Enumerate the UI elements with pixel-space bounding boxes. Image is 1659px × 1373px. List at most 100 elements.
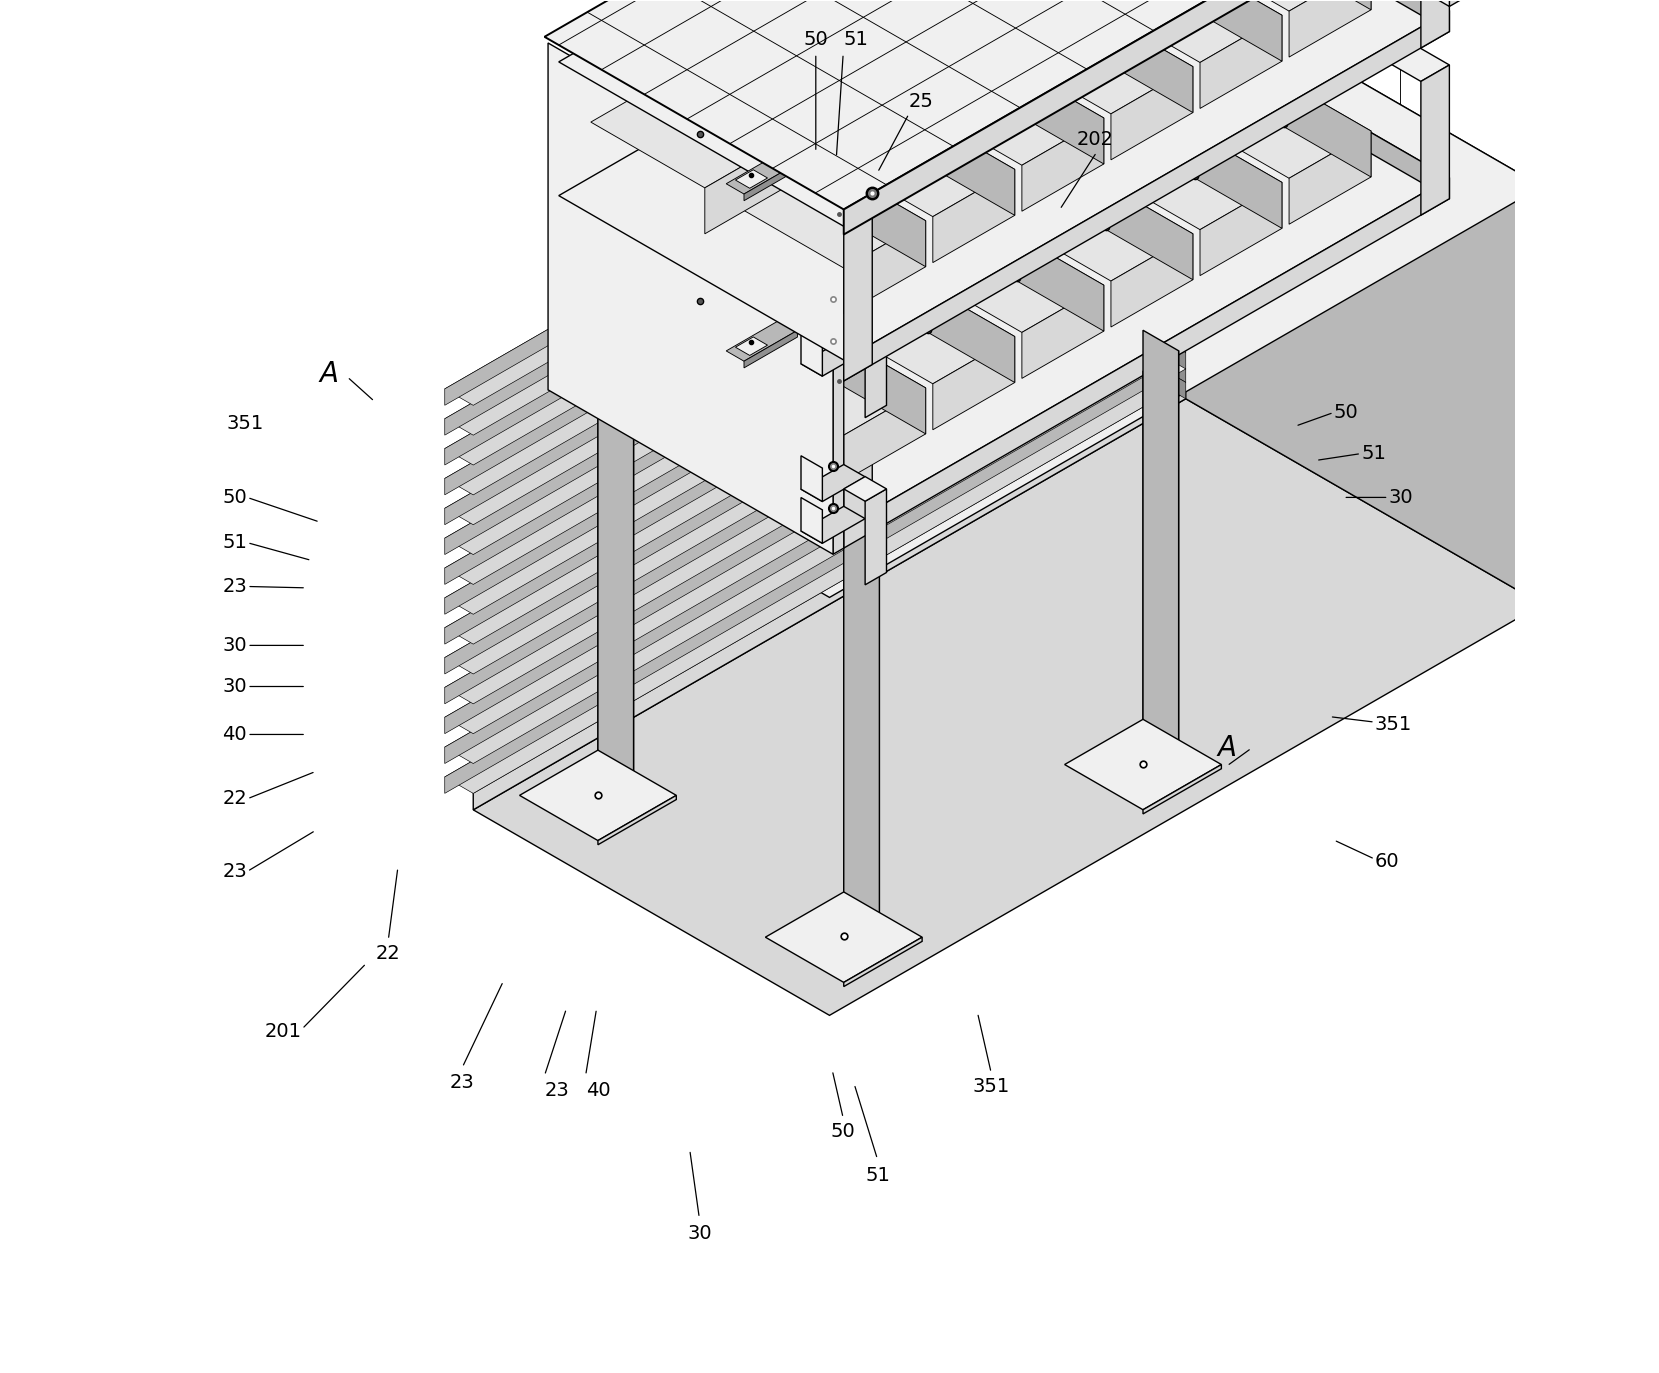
Polygon shape xyxy=(858,0,1053,34)
Polygon shape xyxy=(597,795,677,844)
Polygon shape xyxy=(1065,719,1221,810)
Polygon shape xyxy=(761,23,876,135)
Polygon shape xyxy=(1136,0,1450,81)
Polygon shape xyxy=(445,37,1186,465)
Polygon shape xyxy=(801,456,823,501)
Polygon shape xyxy=(445,276,1186,704)
Text: 23: 23 xyxy=(450,1072,474,1092)
Polygon shape xyxy=(1158,276,1186,309)
Polygon shape xyxy=(1002,15,1035,34)
Text: 60: 60 xyxy=(1375,853,1400,872)
Text: 51: 51 xyxy=(1360,443,1385,463)
Text: 50: 50 xyxy=(222,487,247,507)
Polygon shape xyxy=(1171,63,1243,104)
Polygon shape xyxy=(735,336,768,356)
Polygon shape xyxy=(768,139,966,253)
Polygon shape xyxy=(445,0,1158,405)
Polygon shape xyxy=(1158,247,1186,279)
Text: 30: 30 xyxy=(687,1223,712,1243)
Polygon shape xyxy=(743,331,798,368)
Polygon shape xyxy=(727,152,798,194)
Polygon shape xyxy=(844,221,926,314)
Text: 25: 25 xyxy=(909,92,934,111)
Polygon shape xyxy=(674,74,786,187)
Polygon shape xyxy=(445,157,1186,585)
Polygon shape xyxy=(941,0,1053,33)
Polygon shape xyxy=(1186,0,1541,604)
Polygon shape xyxy=(765,892,922,983)
Polygon shape xyxy=(947,37,1143,150)
Polygon shape xyxy=(851,0,966,84)
Polygon shape xyxy=(705,308,786,401)
Polygon shape xyxy=(445,0,1186,405)
Polygon shape xyxy=(1158,365,1186,398)
Polygon shape xyxy=(473,70,1186,494)
Polygon shape xyxy=(559,45,873,227)
Text: 50: 50 xyxy=(1334,402,1359,422)
Polygon shape xyxy=(1168,117,1282,228)
Polygon shape xyxy=(473,279,1186,704)
Polygon shape xyxy=(445,247,1158,674)
Polygon shape xyxy=(883,38,966,130)
Polygon shape xyxy=(445,306,1158,733)
Polygon shape xyxy=(445,128,1158,555)
Polygon shape xyxy=(768,0,966,85)
Polygon shape xyxy=(1158,128,1186,159)
Polygon shape xyxy=(1158,217,1186,250)
Polygon shape xyxy=(801,331,823,376)
Polygon shape xyxy=(1450,0,1485,7)
Polygon shape xyxy=(795,89,876,183)
Polygon shape xyxy=(445,97,1158,524)
Polygon shape xyxy=(864,321,886,417)
Polygon shape xyxy=(922,228,975,265)
Polygon shape xyxy=(445,37,1158,465)
Polygon shape xyxy=(1258,66,1370,177)
Text: A: A xyxy=(1218,735,1236,762)
Polygon shape xyxy=(990,220,1103,331)
Polygon shape xyxy=(907,52,1103,165)
Polygon shape xyxy=(445,8,1158,435)
Polygon shape xyxy=(445,247,1186,674)
Polygon shape xyxy=(833,111,886,150)
Polygon shape xyxy=(811,323,926,434)
Polygon shape xyxy=(591,242,786,356)
Polygon shape xyxy=(844,309,886,334)
Polygon shape xyxy=(1420,65,1450,216)
Polygon shape xyxy=(844,523,879,962)
Polygon shape xyxy=(844,938,922,987)
Polygon shape xyxy=(844,389,926,481)
Polygon shape xyxy=(833,279,886,317)
Polygon shape xyxy=(997,168,1193,281)
Polygon shape xyxy=(801,497,823,544)
Text: 22: 22 xyxy=(222,789,247,809)
Text: 22: 22 xyxy=(377,945,401,962)
Polygon shape xyxy=(597,382,634,820)
Polygon shape xyxy=(473,0,1186,810)
Polygon shape xyxy=(445,187,1158,614)
Polygon shape xyxy=(473,339,1186,763)
Polygon shape xyxy=(914,67,946,85)
Polygon shape xyxy=(1143,765,1221,814)
Polygon shape xyxy=(473,220,1186,644)
Polygon shape xyxy=(445,336,1158,763)
Polygon shape xyxy=(473,398,1541,1016)
Polygon shape xyxy=(844,476,886,501)
Text: 40: 40 xyxy=(222,725,247,744)
Polygon shape xyxy=(990,52,1103,163)
Polygon shape xyxy=(1258,0,1370,10)
Text: 40: 40 xyxy=(586,1081,611,1100)
Polygon shape xyxy=(727,320,798,361)
Polygon shape xyxy=(473,130,1186,555)
Polygon shape xyxy=(761,191,876,302)
Polygon shape xyxy=(844,178,1450,548)
Polygon shape xyxy=(473,189,1186,614)
Polygon shape xyxy=(705,140,786,233)
Polygon shape xyxy=(844,210,873,380)
Polygon shape xyxy=(473,309,1186,733)
Polygon shape xyxy=(473,159,1186,585)
Polygon shape xyxy=(445,67,1158,494)
Polygon shape xyxy=(445,365,1186,794)
Polygon shape xyxy=(883,205,966,298)
Polygon shape xyxy=(1087,0,1282,63)
Polygon shape xyxy=(1112,233,1193,327)
